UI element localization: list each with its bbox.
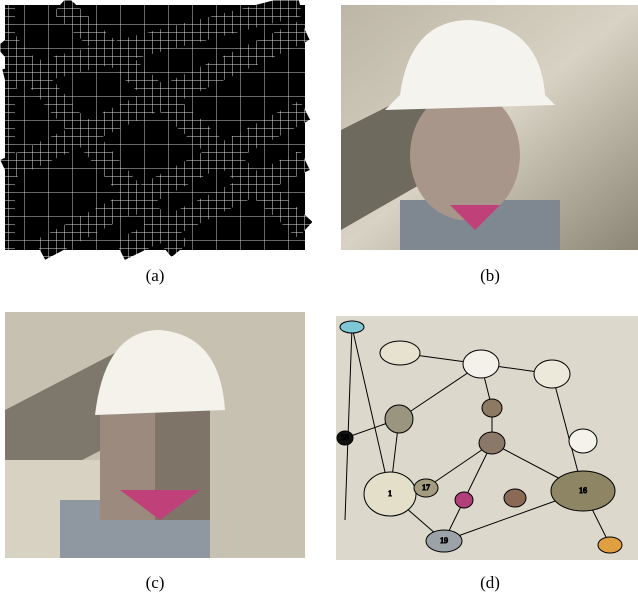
node-label: 58 bbox=[341, 433, 349, 442]
node-label: 1 bbox=[388, 489, 392, 498]
caption: (a) bbox=[146, 266, 165, 285]
caption: (d) bbox=[480, 573, 500, 592]
node-label: 16 bbox=[579, 486, 587, 495]
node-label: 19 bbox=[440, 536, 448, 545]
panel-a bbox=[0, 0, 313, 260]
panel-c bbox=[5, 312, 305, 558]
caption: (b) bbox=[480, 266, 500, 285]
caption: (c) bbox=[146, 573, 165, 592]
node-label: 17 bbox=[422, 483, 430, 492]
panel-d: 16 19 1 17 58 bbox=[336, 316, 638, 560]
panel-b bbox=[341, 5, 638, 250]
